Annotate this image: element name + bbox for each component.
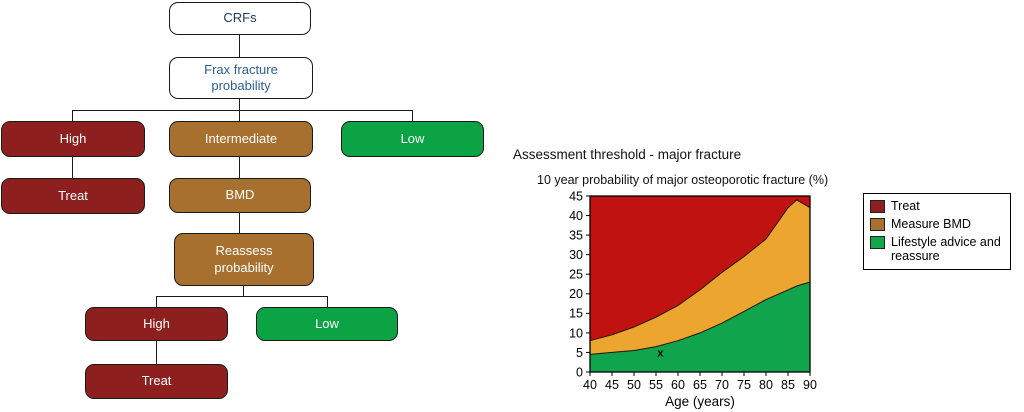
y-tick-label: 30 — [569, 248, 583, 262]
flow-node-frax-probability: Frax fracture probability — [169, 57, 313, 99]
x-tick-label: 80 — [759, 378, 773, 392]
connector-branch-horizontal-1 — [72, 110, 413, 111]
connector-branch-intermediate — [239, 110, 240, 121]
legend-item: Treat — [870, 199, 1004, 214]
y-tick-label: 25 — [569, 268, 583, 282]
upper-threshold-line — [589, 199, 811, 342]
connector-branch-high — [72, 110, 73, 121]
x-axis-label: Age (years) — [665, 394, 735, 409]
chart-heading: Assessment threshold - major fracture — [513, 147, 742, 162]
flow-node-high-2: High — [85, 307, 228, 341]
x-tick-label: 70 — [715, 378, 729, 392]
x-tick-label: 50 — [627, 378, 641, 392]
connector-reassess-branch — [243, 286, 244, 296]
legend-item: Measure BMD — [870, 217, 1004, 232]
connector-branch-high-2 — [156, 296, 157, 307]
region-treat — [590, 196, 810, 341]
y-tick-label: 20 — [569, 287, 583, 301]
flow-node-low-2: Low — [256, 307, 398, 341]
y-tick-label: 15 — [569, 307, 583, 321]
connector-bmd-reassess — [239, 213, 240, 233]
connector-intermediate-bmd — [239, 157, 240, 178]
chart-title: 10 year probability of major osteoporoti… — [537, 173, 829, 187]
flow-node-treat-1: Treat — [1, 178, 145, 214]
lower-threshold-line — [589, 281, 811, 355]
y-tick-label: 40 — [569, 209, 583, 223]
flow-node-crfs: CRFs — [169, 2, 311, 35]
legend-swatch — [870, 200, 885, 213]
connector-high2-treat2 — [156, 341, 157, 364]
flow-node-high-1: High — [1, 121, 145, 157]
flow-node-treat-2: Treat — [85, 364, 228, 399]
connector-branch-low — [412, 110, 413, 121]
region-lifestyle-advice — [590, 282, 810, 372]
chart-legend: Treat Measure BMD Lifestyle advice and rea… — [863, 193, 1011, 270]
y-tick-label: 0 — [576, 365, 583, 379]
flow-node-low-1: Low — [341, 121, 484, 157]
connector-high-treat — [72, 157, 73, 178]
patient-marker: x — [657, 347, 664, 359]
y-tick-label: 5 — [576, 346, 583, 360]
flow-node-reassess-probability: Reassess probability — [174, 233, 314, 286]
legend-label: Lifestyle advice and reassure — [891, 234, 1001, 264]
x-tick-label: 55 — [649, 378, 663, 392]
legend-swatch — [870, 217, 885, 231]
connector-crfs-frax — [239, 35, 240, 57]
y-tick-label: 45 — [569, 190, 583, 203]
x-tick-label: 65 — [693, 378, 707, 392]
y-tick-label: 10 — [569, 326, 583, 340]
region-measure-bmd — [590, 199, 810, 355]
x-tick-label: 85 — [781, 378, 795, 392]
x-tick-label: 60 — [671, 378, 685, 392]
legend-item: Lifestyle advice and reassure — [870, 235, 1004, 265]
connector-branch-horizontal-2 — [156, 296, 328, 297]
x-tick-label: 90 — [803, 378, 817, 392]
y-tick-label: 35 — [569, 228, 583, 242]
legend-label: Measure BMD — [891, 216, 971, 231]
x-tick-label: 40 — [583, 378, 597, 392]
flow-node-bmd: BMD — [169, 178, 311, 213]
legend-label: Treat — [891, 199, 920, 213]
flow-node-intermediate: Intermediate — [169, 121, 313, 157]
x-tick-label: 45 — [605, 378, 619, 392]
connector-branch-low-2 — [327, 296, 328, 307]
x-tick-label: 75 — [737, 378, 751, 392]
threshold-chart: 0 5 10 15 20 25 30 35 40 45 40 45 50 55 60 65 70 75 80 85 90… — [569, 190, 817, 409]
legend-swatch — [870, 235, 885, 249]
connector-frax-branch — [239, 99, 240, 110]
